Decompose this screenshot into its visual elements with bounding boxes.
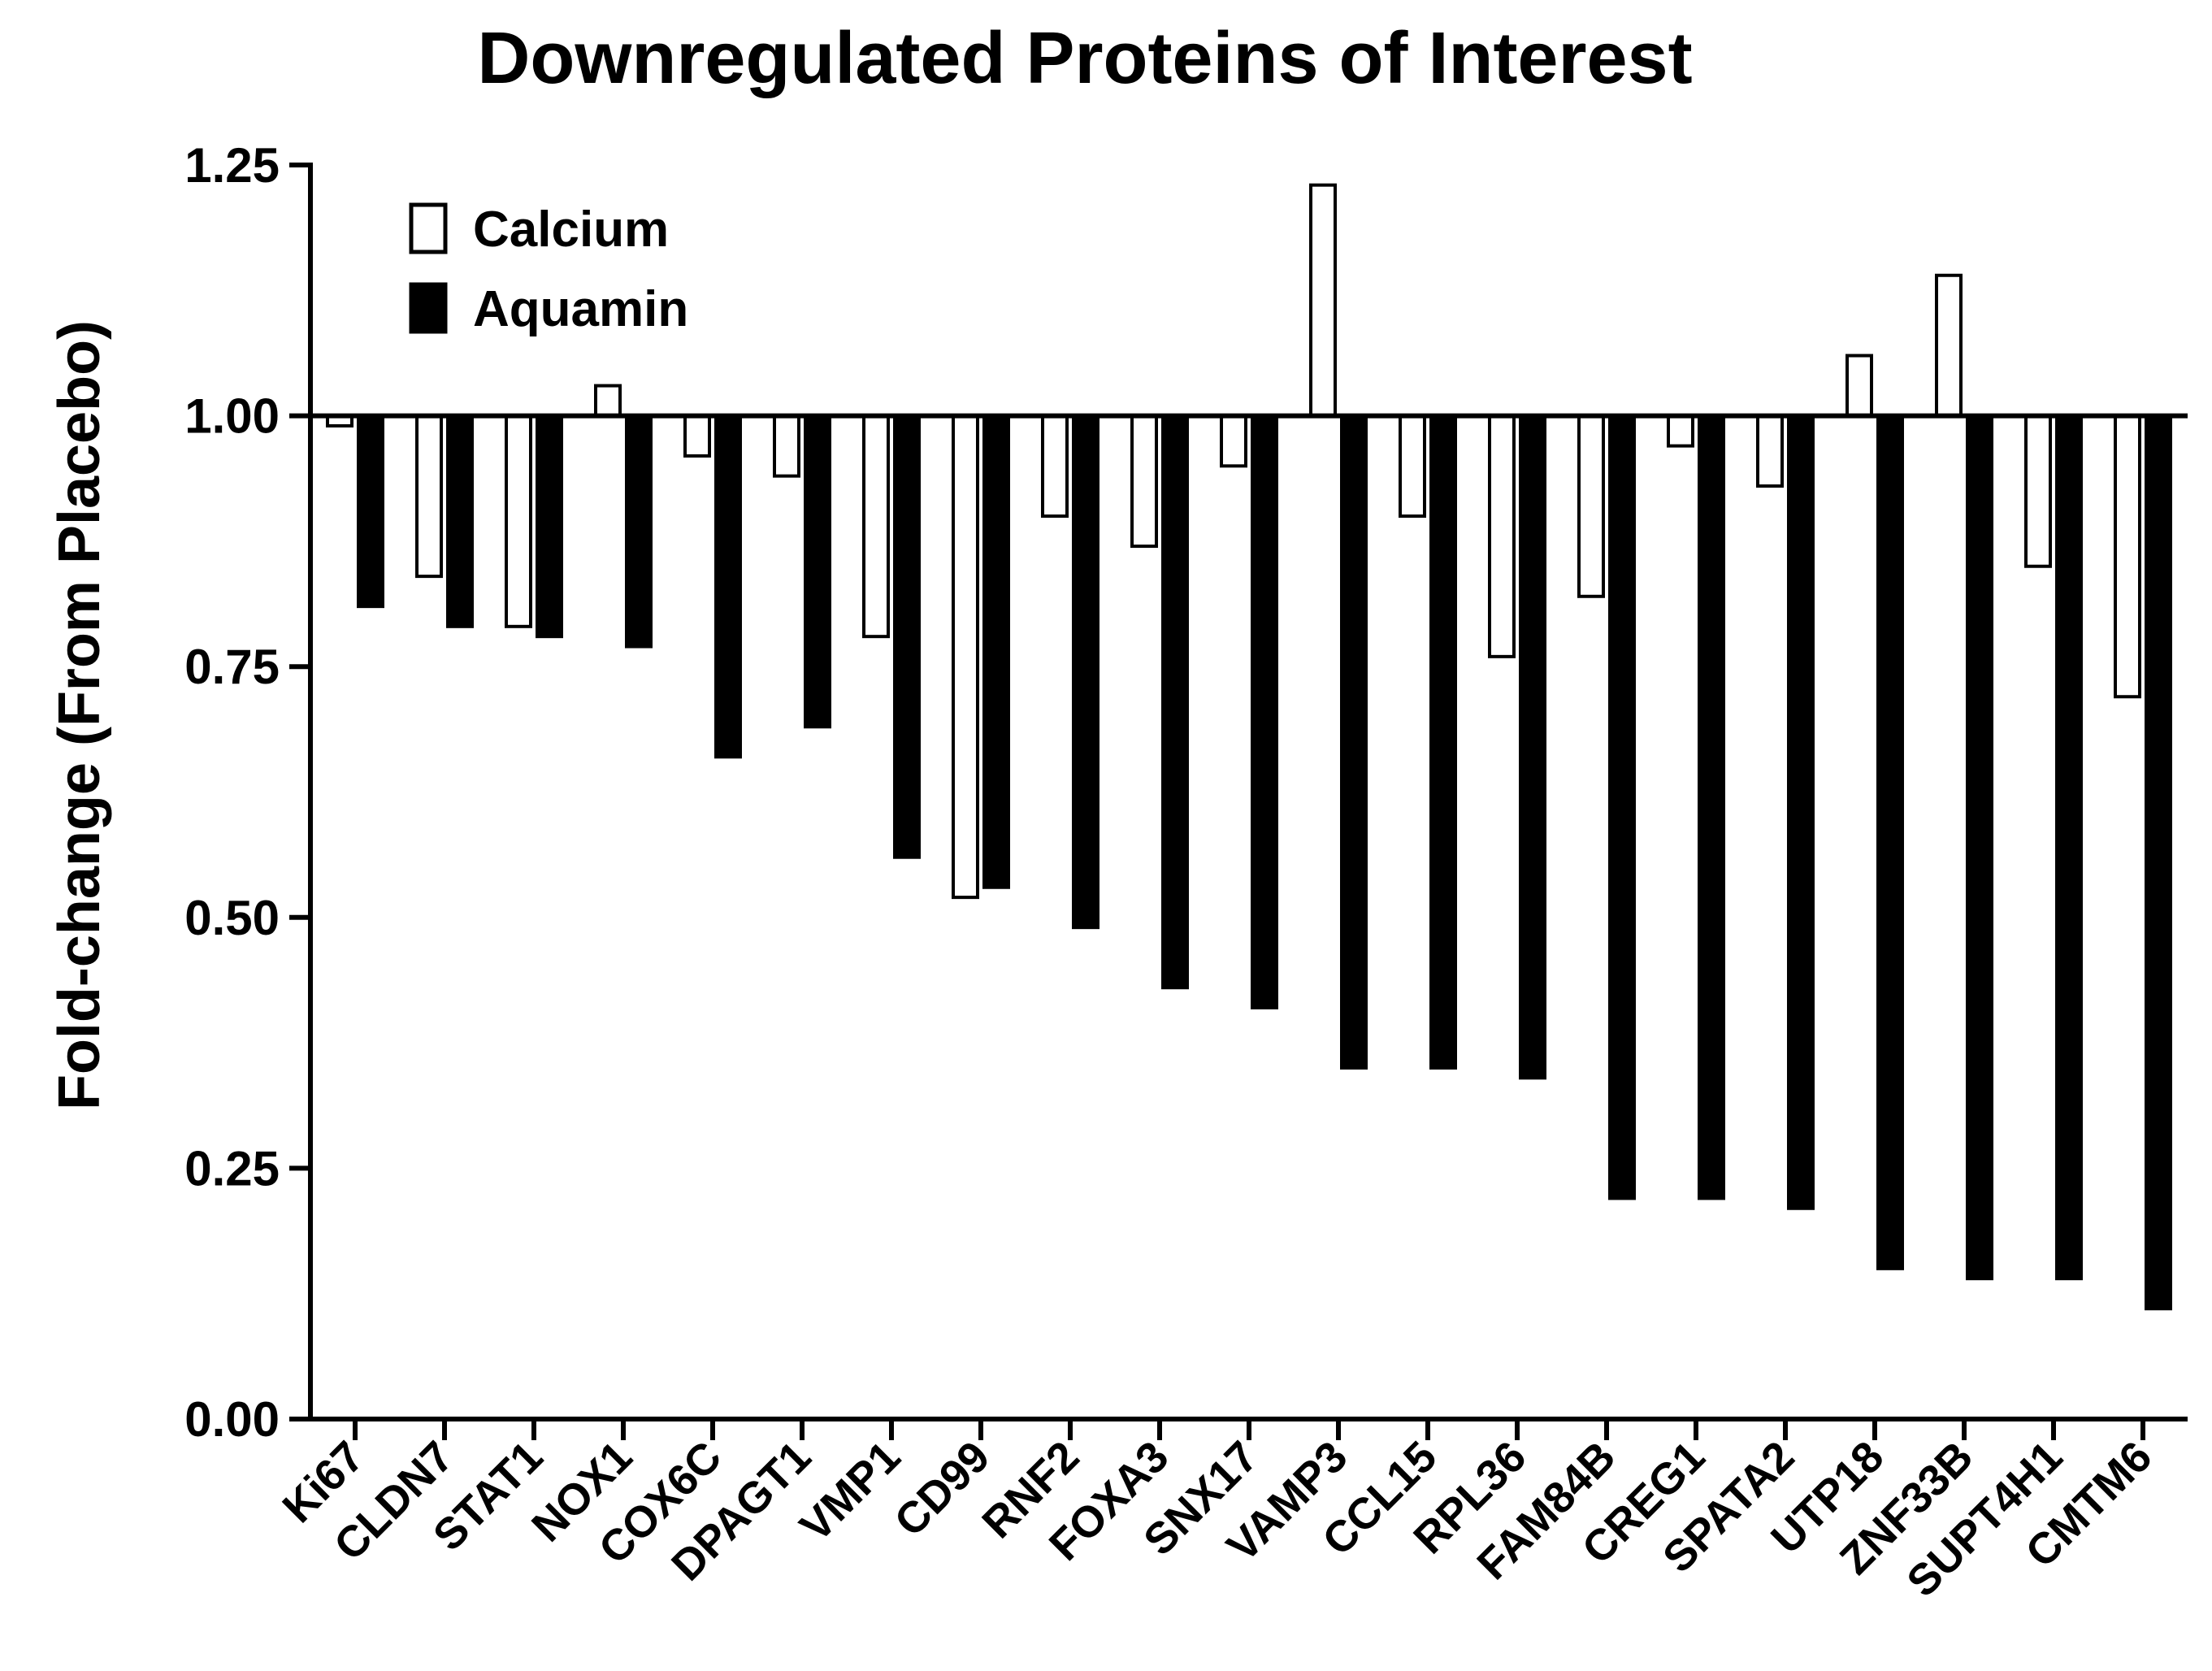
bar-aquamin-ccl15 bbox=[1429, 414, 1457, 1070]
legend-swatch-calcium bbox=[409, 202, 448, 254]
bar-calcium-cd99 bbox=[952, 414, 979, 900]
bar-calcium-supt4h1 bbox=[2024, 414, 2052, 568]
bar-calcium-vamp3 bbox=[1309, 183, 1337, 418]
y-tick-label: 1.25 bbox=[184, 138, 280, 193]
bar-aquamin-rnf2 bbox=[1072, 414, 1099, 930]
bar-calcium-cldn7 bbox=[415, 414, 443, 579]
bar-calcium-ccl15 bbox=[1399, 414, 1426, 519]
bar-aquamin-supt4h1 bbox=[2055, 414, 2083, 1281]
bar-calcium-stat1 bbox=[505, 414, 532, 628]
bar-calcium-snx17 bbox=[1220, 414, 1247, 468]
bar-calcium-vmp1 bbox=[862, 414, 890, 639]
bar-aquamin-cmtm6 bbox=[2145, 414, 2172, 1311]
bar-aquamin-creg1 bbox=[1698, 414, 1725, 1200]
bar-aquamin-cldn7 bbox=[446, 414, 474, 628]
bar-calcium-rnf2 bbox=[1041, 414, 1069, 519]
bar-aquamin-stat1 bbox=[536, 414, 563, 639]
bar-aquamin-snx17 bbox=[1251, 414, 1278, 1009]
bar-aquamin-cd99 bbox=[982, 414, 1010, 889]
bar-calcium-creg1 bbox=[1667, 414, 1694, 448]
bar-aquamin-rpl36 bbox=[1519, 414, 1546, 1080]
bar-calcium-dpagt1 bbox=[773, 414, 800, 478]
y-tick-label: 0.25 bbox=[184, 1141, 280, 1196]
x-tick-label-cd99: CD99 bbox=[885, 1432, 999, 1546]
bar-calcium-cox6c bbox=[683, 414, 711, 458]
legend-label-aquamin: Aquamin bbox=[473, 281, 688, 337]
bar-aquamin-spata2 bbox=[1787, 414, 1815, 1210]
legend-label-calcium: Calcium bbox=[473, 202, 669, 258]
bar-calcium-spata2 bbox=[1756, 414, 1784, 488]
bar-calcium-cmtm6 bbox=[2114, 414, 2141, 699]
y-tick-label: 0.50 bbox=[184, 891, 280, 945]
bar-aquamin-vmp1 bbox=[893, 414, 921, 859]
legend-swatch-aquamin bbox=[409, 282, 448, 334]
x-tick-label-vmp1: VMP1 bbox=[791, 1432, 909, 1551]
bar-aquamin-foxa3 bbox=[1161, 414, 1189, 990]
bar-aquamin-vamp3 bbox=[1340, 414, 1368, 1070]
chart-title: Downregulated Proteins of Interest bbox=[477, 18, 1692, 99]
bar-aquamin-fam84b bbox=[1608, 414, 1636, 1200]
bar-aquamin-dpagt1 bbox=[804, 414, 831, 729]
bar-aquamin-znf33b bbox=[1966, 414, 1993, 1281]
bar-aquamin-nox1 bbox=[625, 414, 653, 649]
bar-aquamin-ki67 bbox=[357, 414, 384, 609]
bar-aquamin-utp18 bbox=[1876, 414, 1904, 1270]
y-tick-label: 1.00 bbox=[184, 389, 280, 444]
y-tick-label: 0.00 bbox=[184, 1392, 280, 1447]
bar-calcium-nox1 bbox=[594, 384, 622, 418]
y-axis-label: Fold-change (From Placebo) bbox=[47, 320, 112, 1110]
y-tick-label: 0.75 bbox=[184, 640, 280, 694]
bar-calcium-utp18 bbox=[1846, 354, 1873, 418]
bar-calcium-znf33b bbox=[1935, 273, 1963, 418]
bar-calcium-foxa3 bbox=[1130, 414, 1158, 549]
bar-calcium-fam84b bbox=[1577, 414, 1605, 598]
bar-calcium-rpl36 bbox=[1488, 414, 1516, 658]
bar-aquamin-cox6c bbox=[714, 414, 742, 759]
